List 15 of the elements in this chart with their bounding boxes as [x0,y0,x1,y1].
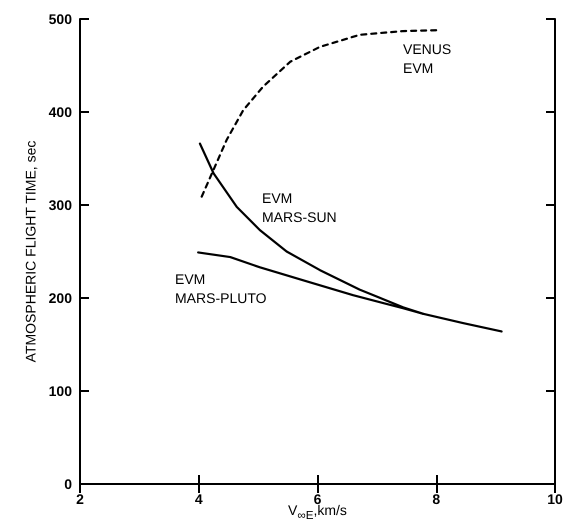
x-tick-label: 6 [314,491,322,507]
y-tick-label: 400 [48,104,72,120]
x-tick-label: 10 [547,491,563,507]
series-label: EVM MARS-PLUTO [175,270,267,308]
y-tick-label: 0 [64,476,72,492]
x-tick-label: 2 [76,491,84,507]
series-label: VENUS EVM [403,40,452,78]
y-tick-label: 300 [48,197,72,213]
x-tick-label: 4 [194,491,203,507]
y-axis-title: ATMOSPHERIC FLIGHT TIME, sec [22,140,39,362]
y-tick-label: 500 [48,11,72,27]
series-label: EVM MARS-SUN [262,189,337,227]
y-tick-label: 200 [48,290,72,306]
y-tick-label: 100 [48,383,72,399]
x-tick-label: 8 [432,491,440,507]
